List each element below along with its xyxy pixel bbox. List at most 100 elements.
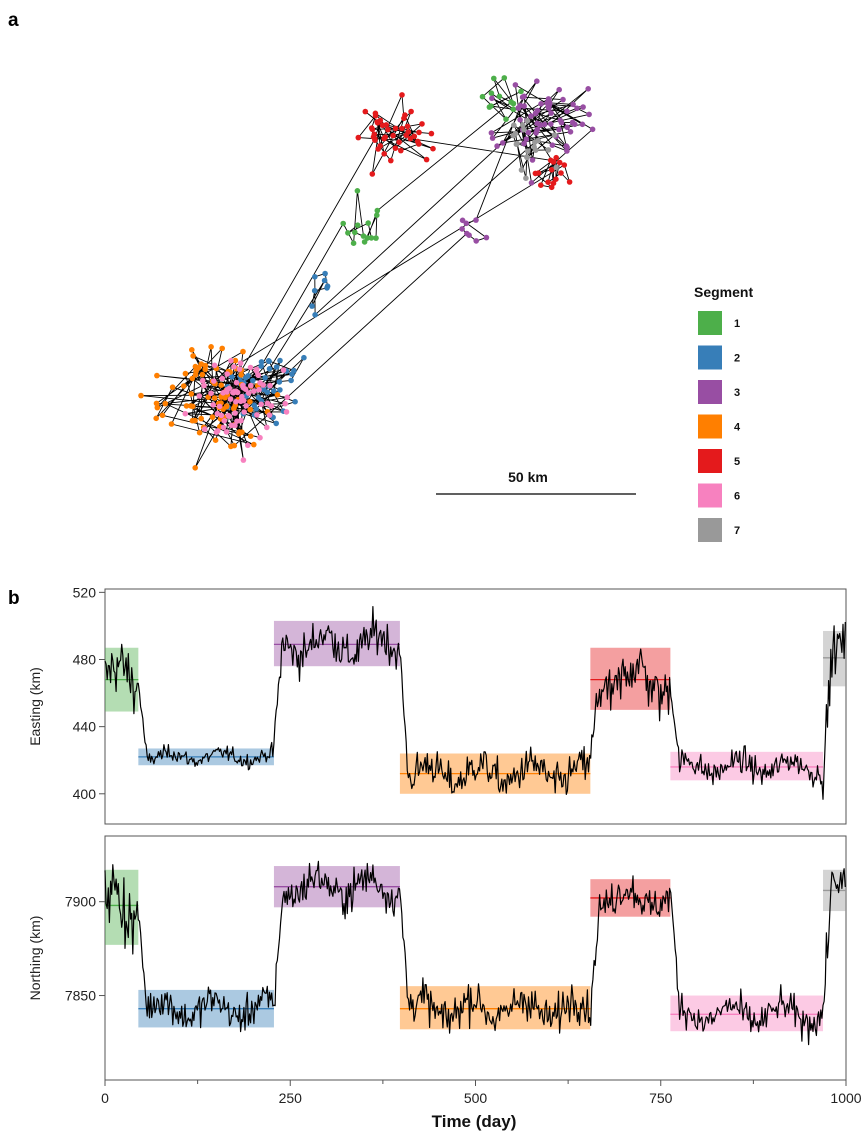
location-point bbox=[473, 238, 480, 244]
location-point bbox=[399, 125, 405, 132]
legend-title: Segment bbox=[694, 284, 753, 300]
location-point bbox=[237, 398, 244, 405]
legend-swatch bbox=[698, 518, 722, 542]
location-point bbox=[374, 207, 381, 214]
location-point bbox=[340, 220, 347, 227]
location-point bbox=[404, 123, 411, 130]
x-tick-label: 750 bbox=[649, 1090, 673, 1106]
legend-swatch bbox=[698, 414, 722, 439]
panel-label-a: a bbox=[8, 10, 19, 31]
location-point bbox=[529, 157, 536, 163]
location-point bbox=[226, 385, 233, 392]
location-point bbox=[196, 393, 203, 399]
location-point bbox=[301, 354, 307, 361]
location-point bbox=[407, 135, 414, 142]
location-point bbox=[517, 102, 524, 109]
location-point bbox=[253, 367, 259, 374]
location-point bbox=[553, 164, 559, 171]
location-point bbox=[189, 417, 196, 424]
location-point bbox=[521, 140, 527, 147]
location-point bbox=[233, 379, 240, 386]
location-point bbox=[494, 143, 500, 149]
location-point bbox=[260, 386, 267, 393]
location-point bbox=[250, 377, 256, 384]
location-point bbox=[375, 146, 382, 152]
location-point bbox=[233, 398, 239, 405]
location-point bbox=[247, 398, 253, 405]
location-point bbox=[189, 375, 196, 382]
location-point bbox=[208, 344, 214, 350]
location-point bbox=[264, 400, 271, 407]
location-point bbox=[228, 357, 234, 364]
location-point bbox=[489, 95, 495, 102]
location-point bbox=[566, 179, 573, 185]
location-point bbox=[218, 382, 224, 389]
y-tick-label: 400 bbox=[73, 786, 97, 802]
location-point bbox=[381, 151, 388, 157]
northing-series-line bbox=[104, 860, 846, 1046]
location-point bbox=[232, 422, 238, 429]
location-point bbox=[512, 82, 519, 88]
location-point bbox=[321, 277, 328, 284]
location-point bbox=[401, 115, 407, 122]
location-point bbox=[282, 400, 289, 407]
location-point bbox=[277, 357, 283, 364]
location-point bbox=[251, 388, 257, 394]
location-point bbox=[273, 420, 280, 427]
location-point bbox=[360, 233, 367, 239]
location-point bbox=[232, 410, 238, 416]
location-point bbox=[479, 93, 486, 100]
location-point bbox=[153, 415, 159, 422]
scale-bar: 50 km bbox=[436, 469, 636, 495]
location-point bbox=[510, 132, 516, 139]
location-point bbox=[312, 312, 318, 318]
location-point bbox=[521, 126, 527, 133]
location-point bbox=[234, 418, 240, 425]
location-point bbox=[208, 390, 214, 397]
easting-y-axis-label: Easting (km) bbox=[27, 667, 43, 746]
location-point bbox=[563, 143, 570, 149]
location-point bbox=[247, 433, 254, 440]
location-point bbox=[210, 402, 216, 408]
location-point bbox=[532, 110, 539, 117]
location-point bbox=[180, 383, 187, 389]
location-point bbox=[510, 106, 517, 113]
location-point bbox=[236, 366, 243, 372]
location-point bbox=[214, 410, 221, 417]
location-point bbox=[322, 270, 328, 277]
subplot-frame bbox=[104, 835, 847, 1081]
location-point bbox=[241, 409, 247, 415]
location-point bbox=[541, 121, 548, 128]
location-point bbox=[399, 92, 405, 98]
location-point bbox=[211, 362, 218, 369]
location-point bbox=[266, 366, 273, 372]
location-point bbox=[537, 122, 544, 128]
location-point bbox=[368, 125, 375, 131]
location-point bbox=[390, 132, 396, 139]
location-point bbox=[289, 371, 295, 378]
location-point bbox=[219, 345, 225, 352]
location-point bbox=[192, 363, 199, 370]
location-point bbox=[354, 222, 361, 228]
location-point bbox=[283, 409, 290, 415]
legend-swatch bbox=[698, 345, 722, 370]
location-point bbox=[227, 396, 234, 402]
location-point bbox=[528, 113, 534, 119]
location-point bbox=[463, 220, 470, 227]
location-point bbox=[251, 441, 257, 448]
x-tick-label: 500 bbox=[464, 1090, 488, 1106]
legend-label: 7 bbox=[734, 525, 740, 537]
x-tick-label: 1000 bbox=[830, 1090, 861, 1106]
location-point bbox=[257, 434, 263, 441]
legend-swatch bbox=[698, 380, 722, 404]
location-point bbox=[491, 75, 497, 82]
y-tick-label: 7850 bbox=[65, 988, 96, 1004]
location-point bbox=[589, 126, 596, 133]
location-point bbox=[262, 375, 268, 381]
location-point bbox=[464, 230, 470, 237]
location-point bbox=[264, 424, 270, 431]
location-point bbox=[545, 103, 552, 110]
location-point bbox=[168, 421, 175, 427]
legend-label: 6 bbox=[734, 491, 740, 503]
